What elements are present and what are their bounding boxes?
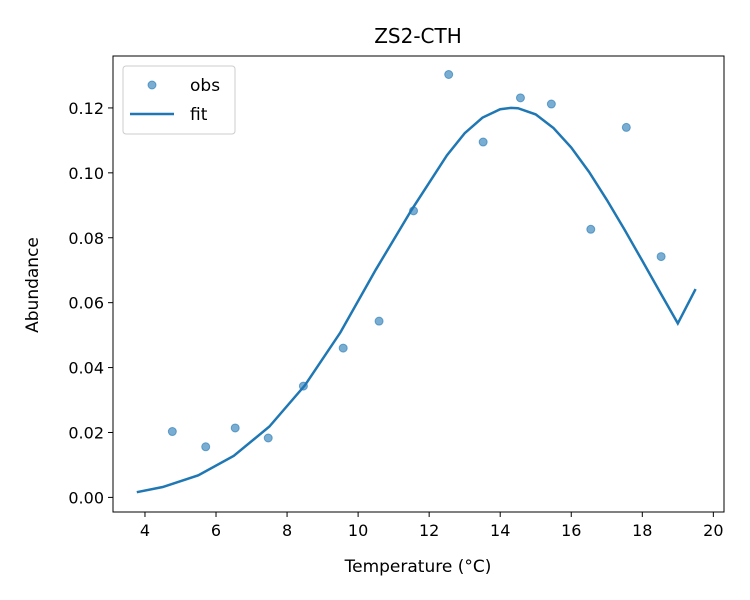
obs-point bbox=[444, 69, 454, 79]
y-axis: 0.00 0.02 0.04 0.06 0.08 0.10 0.12 bbox=[68, 99, 113, 507]
y-tick-label: 0.04 bbox=[68, 359, 104, 378]
x-tick-label: 10 bbox=[348, 521, 368, 540]
legend: obs fit bbox=[122, 65, 236, 135]
y-tick-label: 0.10 bbox=[68, 164, 104, 183]
y-tick-label: 0.02 bbox=[68, 423, 104, 442]
chart-title: ZS2-CTH bbox=[374, 24, 462, 48]
obs-point bbox=[230, 423, 240, 433]
x-tick-label: 12 bbox=[419, 521, 439, 540]
x-tick-label: 4 bbox=[140, 521, 150, 540]
x-tick-label: 6 bbox=[211, 521, 221, 540]
legend-marker-obs bbox=[147, 80, 157, 90]
plot-area: 4 6 8 10 12 14 16 18 20 0.00 0.02 0.04 0.06 0.08 0.10… bbox=[68, 55, 725, 540]
obs-point bbox=[409, 206, 419, 216]
y-axis-label: Abundance bbox=[23, 237, 43, 333]
obs-point bbox=[167, 427, 177, 437]
obs-point bbox=[374, 316, 384, 326]
x-axis-label: Temperature (°C) bbox=[344, 557, 492, 577]
obs-point bbox=[201, 442, 211, 452]
obs-point bbox=[656, 252, 666, 262]
obs-point bbox=[621, 122, 631, 132]
obs-point bbox=[338, 343, 348, 353]
obs-point bbox=[478, 137, 488, 147]
obs-points bbox=[167, 69, 666, 452]
obs-point bbox=[586, 224, 596, 234]
y-tick-label: 0.00 bbox=[68, 488, 104, 507]
x-tick-label: 16 bbox=[561, 521, 581, 540]
y-tick-label: 0.12 bbox=[68, 99, 104, 118]
y-tick-label: 0.08 bbox=[68, 229, 104, 248]
fit-line bbox=[136, 106, 697, 494]
legend-label-fit: fit bbox=[190, 105, 208, 125]
x-tick-label: 18 bbox=[632, 521, 652, 540]
obs-point bbox=[515, 93, 525, 103]
x-axis: 4 6 8 10 12 14 16 18 20 bbox=[140, 512, 724, 540]
legend-label-obs: obs bbox=[190, 76, 220, 96]
x-tick-label: 20 bbox=[703, 521, 723, 540]
axes-frame bbox=[112, 55, 725, 513]
y-tick-label: 0.06 bbox=[68, 294, 104, 313]
x-tick-label: 14 bbox=[490, 521, 510, 540]
obs-point bbox=[263, 433, 273, 443]
x-tick-label: 8 bbox=[282, 521, 292, 540]
obs-point bbox=[298, 381, 308, 391]
obs-point bbox=[546, 99, 556, 109]
